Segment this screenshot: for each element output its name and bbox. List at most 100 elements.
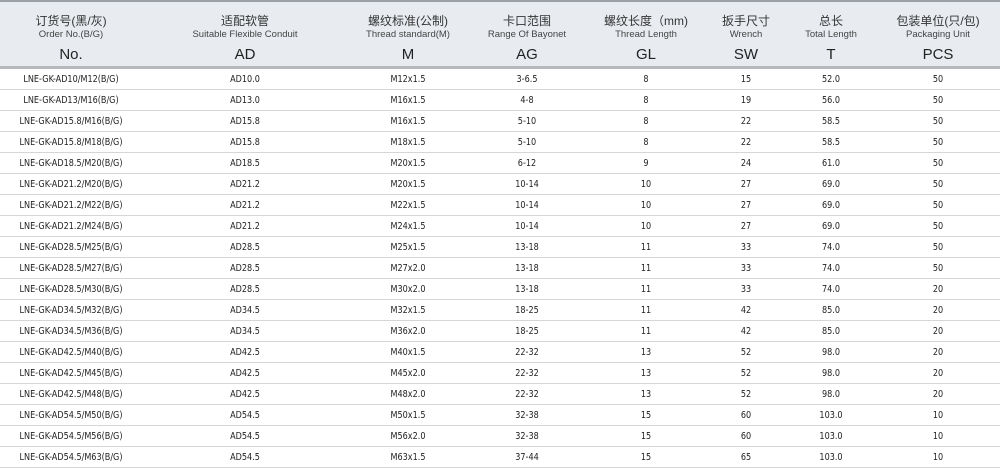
table-cell: 10 <box>882 446 994 468</box>
table-cell: 32-38 <box>473 404 581 426</box>
header-zh-label: 订货号(黑/灰) <box>35 14 107 28</box>
table-cell: 32-38 <box>473 425 581 447</box>
table-cell: 37-44 <box>473 446 581 468</box>
table-cell: LNE-GK-AD28.5/M25(B/G) <box>7 236 135 258</box>
table-cell: 98.0 <box>790 341 872 363</box>
table-cell: 50 <box>882 89 994 111</box>
table-cell: AD21.2 <box>152 173 338 195</box>
column-header-t: 总长 Total Length T <box>786 0 876 69</box>
table-cell: LNE-GK-AD28.5/M30(B/G) <box>7 278 135 300</box>
table-cell: 15 <box>710 67 782 90</box>
table-row: LNE-GK-AD18.5/M20(B/G) AD18.5 M20x1.5 6-12 9… <box>0 152 1000 174</box>
table-cell: LNE-GK-AD42.5/M40(B/G) <box>7 341 135 363</box>
table-cell: 27 <box>710 173 782 195</box>
table-cell: 11 <box>592 236 700 258</box>
table-row: LNE-GK-AD34.5/M36(B/G) AD34.5 M36x2.0 18-25… <box>0 320 1000 342</box>
table-cell: M16x1.5 <box>354 110 462 132</box>
table-cell: M22x1.5 <box>354 194 462 216</box>
table-cell: 19 <box>710 89 782 111</box>
table-cell: M45x2.0 <box>354 362 462 384</box>
table-cell: 20 <box>882 362 994 384</box>
table-row: LNE-GK-AD13/M16(B/G) AD13.0 M16x1.5 4-8 8 19 5… <box>0 89 1000 111</box>
table-cell: AD54.5 <box>152 446 338 468</box>
table-cell: M18x1.5 <box>354 131 462 153</box>
table-cell: 6-12 <box>473 152 581 174</box>
table-cell: 11 <box>592 278 700 300</box>
table-cell: 22-32 <box>473 362 581 384</box>
table-row: LNE-GK-AD21.2/M22(B/G) AD21.2 M22x1.5 10-14… <box>0 194 1000 216</box>
table-row: LNE-GK-AD34.5/M32(B/G) AD34.5 M32x1.5 18-25… <box>0 299 1000 321</box>
table-cell: 3-6.5 <box>473 67 581 90</box>
table-cell: AD15.8 <box>152 110 338 132</box>
table-cell: 15 <box>592 404 700 426</box>
table-cell: LNE-GK-AD15.8/M16(B/G) <box>7 110 135 132</box>
table-cell: M63x1.5 <box>354 446 462 468</box>
table-cell: 9 <box>592 152 700 174</box>
table-cell: M24x1.5 <box>354 215 462 237</box>
table-row: LNE-GK-AD28.5/M27(B/G) AD28.5 M27x2.0 13-18… <box>0 257 1000 279</box>
table-cell: LNE-GK-AD34.5/M36(B/G) <box>7 320 135 342</box>
table-cell: M12x1.5 <box>354 67 462 90</box>
table-cell: 18-25 <box>473 299 581 321</box>
table-cell: 69.0 <box>790 173 872 195</box>
table-cell: M40x1.5 <box>354 341 462 363</box>
table-cell: 58.5 <box>790 110 872 132</box>
table-cell: 20 <box>882 320 994 342</box>
table-row: LNE-GK-AD54.5/M63(B/G) AD54.5 M63x1.5 37-44… <box>0 446 1000 468</box>
table-cell: AD15.8 <box>152 131 338 153</box>
header-en-label: Order No.(B/G) <box>38 29 104 40</box>
table-cell: 10-14 <box>473 173 581 195</box>
table-cell: 52 <box>710 383 782 405</box>
table-cell: M50x1.5 <box>354 404 462 426</box>
header-code-label: AD <box>234 46 256 63</box>
table-cell: 13-18 <box>473 236 581 258</box>
table-cell: LNE-GK-AD42.5/M45(B/G) <box>7 362 135 384</box>
column-header-ag: 卡口范围 Range Of Bayonet AG <box>468 0 586 69</box>
table-cell: LNE-GK-AD28.5/M27(B/G) <box>7 257 135 279</box>
table-cell: LNE-GK-AD18.5/M20(B/G) <box>7 152 135 174</box>
table-cell: 10 <box>592 215 700 237</box>
table-cell: AD28.5 <box>152 257 338 279</box>
table-cell: AD54.5 <box>152 404 338 426</box>
table-cell: 20 <box>882 341 994 363</box>
table-cell: M36x2.0 <box>354 320 462 342</box>
table-cell: LNE-GK-AD13/M16(B/G) <box>7 89 135 111</box>
table-cell: 11 <box>592 299 700 321</box>
table-cell: 13-18 <box>473 257 581 279</box>
table-cell: 69.0 <box>790 194 872 216</box>
table-cell: AD42.5 <box>152 362 338 384</box>
table-cell: 85.0 <box>790 299 872 321</box>
table-cell: 50 <box>882 67 994 90</box>
table-row: LNE-GK-AD21.2/M24(B/G) AD21.2 M24x1.5 10-14… <box>0 215 1000 237</box>
table-header: 订货号(黑/灰) Order No.(B/G) No. 适配软管 Suitable Fl… <box>0 0 1000 69</box>
table-cell: 33 <box>710 278 782 300</box>
table-cell: 50 <box>882 131 994 153</box>
header-zh-label: 卡口范围 <box>502 14 551 28</box>
table-cell: 69.0 <box>790 215 872 237</box>
table-cell: LNE-GK-AD21.2/M22(B/G) <box>7 194 135 216</box>
column-header-ad: 适配软管 Suitable Flexible Conduit AD <box>142 0 348 69</box>
header-code-label: M <box>401 46 415 63</box>
table-row: LNE-GK-AD10/M12(B/G) AD10.0 M12x1.5 3-6.5 8 1… <box>0 67 1000 90</box>
table-cell: 61.0 <box>790 152 872 174</box>
header-code-label: AG <box>516 46 538 63</box>
table-row: LNE-GK-AD54.5/M50(B/G) AD54.5 M50x1.5 32-38… <box>0 404 1000 426</box>
table-cell: 10 <box>592 173 700 195</box>
column-header-pcs: 包装单位(只/包) Packaging Unit PCS <box>876 0 1000 69</box>
table-cell: 33 <box>710 257 782 279</box>
header-zh-label: 螺纹标准(公制) <box>368 14 448 28</box>
table-cell: 22 <box>710 131 782 153</box>
header-zh-label: 适配软管 <box>220 14 269 28</box>
table-cell: 27 <box>710 215 782 237</box>
table-cell: AD21.2 <box>152 194 338 216</box>
column-header-m: 螺纹标准(公制) Thread standard(M) M <box>348 0 468 69</box>
header-en-label: Wrench <box>729 29 763 40</box>
table-cell: 74.0 <box>790 236 872 258</box>
table-row: LNE-GK-AD15.8/M18(B/G) AD15.8 M18x1.5 5-10 8… <box>0 131 1000 153</box>
header-zh-label: 包装单位(只/包) <box>896 14 980 28</box>
table-cell: 24 <box>710 152 782 174</box>
table-cell: 10-14 <box>473 215 581 237</box>
table-cell: M20x1.5 <box>354 173 462 195</box>
column-header-sw: 扳手尺寸 Wrench SW <box>706 0 786 69</box>
table-cell: 103.0 <box>790 425 872 447</box>
